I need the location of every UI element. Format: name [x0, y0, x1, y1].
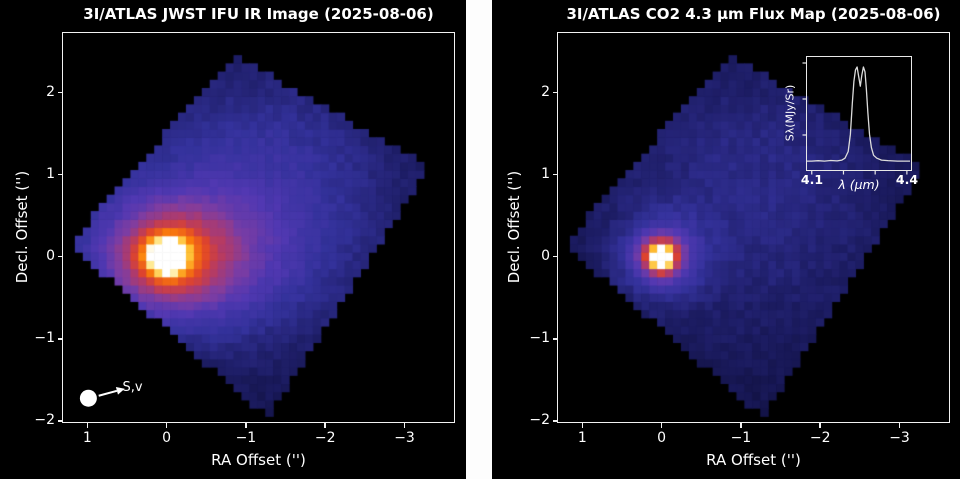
y-axis-label-co2: Decl. Offset ('')	[505, 170, 523, 284]
x-tick-label: −1	[730, 430, 752, 446]
x-tick-label: 1	[577, 430, 587, 446]
y-tick-label: 1	[46, 166, 55, 183]
x-tick	[660, 423, 663, 428]
x-tick	[898, 423, 901, 428]
y-axis-label-ir: Decl. Offset ('')	[13, 170, 31, 284]
y-tick-label: 2	[46, 84, 55, 101]
x-axis-label-co2: RA Offset ('')	[706, 451, 801, 469]
y-tick	[57, 91, 62, 94]
x-tick	[245, 423, 247, 428]
y-tick-label: 2	[541, 84, 550, 101]
y-tick	[57, 420, 62, 422]
y-tick	[552, 91, 557, 94]
x-tick-label: −3	[889, 430, 910, 446]
x-tick-label: 0	[657, 430, 667, 446]
inset-x-axis-label: λ (µm)	[838, 177, 880, 192]
ir-flux-map-canvas	[63, 33, 454, 422]
y-tick	[57, 338, 62, 340]
x-tick	[403, 423, 406, 428]
panel-co2-flux-map: 3I/ATLAS CO2 4.3 µm Flux Map (2025-08-06…	[492, 0, 960, 479]
sun-velocity-label: S,v	[122, 379, 143, 395]
y-tick-label: −2	[34, 412, 55, 429]
y-tick-label: 1	[541, 166, 550, 183]
y-tick-label: 0	[46, 248, 55, 265]
y-tick	[552, 420, 557, 422]
y-tick	[57, 255, 62, 258]
x-tick-label: −3	[394, 430, 415, 446]
panel-divider	[466, 0, 492, 479]
inset-y-axis-label: Sλ(MJy/Sr)	[783, 84, 797, 142]
x-tick-label: −2	[809, 430, 831, 446]
x-tick-label: 1	[82, 430, 92, 446]
inset-x-tick-label-left: 4.1	[800, 172, 824, 187]
panel-title-co2: 3I/ATLAS CO2 4.3 µm Flux Map (2025-08-06…	[566, 5, 941, 23]
x-tick	[86, 423, 89, 428]
y-tick	[552, 338, 557, 340]
co2-flux-map-canvas	[558, 33, 949, 422]
y-tick	[552, 173, 557, 176]
y-tick	[552, 255, 557, 258]
spectrum-curve	[802, 62, 910, 175]
x-tick-label: 0	[162, 430, 172, 446]
y-tick	[57, 173, 62, 176]
sun-velocity-arrow-icon	[79, 386, 125, 407]
co2-spectrum-inset: Sλ(MJy/Sr) 4.1 4.4 λ (µm)	[784, 56, 918, 192]
x-tick-label: −1	[235, 430, 257, 446]
y-tick-label: 0	[541, 248, 550, 265]
x-tick	[324, 423, 326, 428]
panel-title-ir: 3I/ATLAS JWST IFU IR Image (2025-08-06)	[83, 5, 434, 23]
plot-area-ir: S,v	[62, 32, 455, 423]
x-axis-label-ir: RA Offset ('')	[211, 451, 306, 469]
panel-jwst-ir-image: 3I/ATLAS JWST IFU IR Image (2025-08-06) …	[0, 0, 466, 479]
y-tick-label: −2	[529, 412, 550, 429]
x-tick	[819, 423, 821, 428]
y-tick-label: −1	[529, 330, 550, 347]
inset-x-tick-label-right: 4.4	[895, 172, 919, 187]
x-tick	[740, 423, 742, 428]
x-tick	[581, 423, 584, 428]
x-tick-label: −2	[314, 430, 336, 446]
y-tick-label: −1	[34, 330, 55, 347]
x-tick	[165, 423, 168, 428]
plot-area-co2: Sλ(MJy/Sr) 4.1 4.4 λ (µm)	[557, 32, 950, 423]
